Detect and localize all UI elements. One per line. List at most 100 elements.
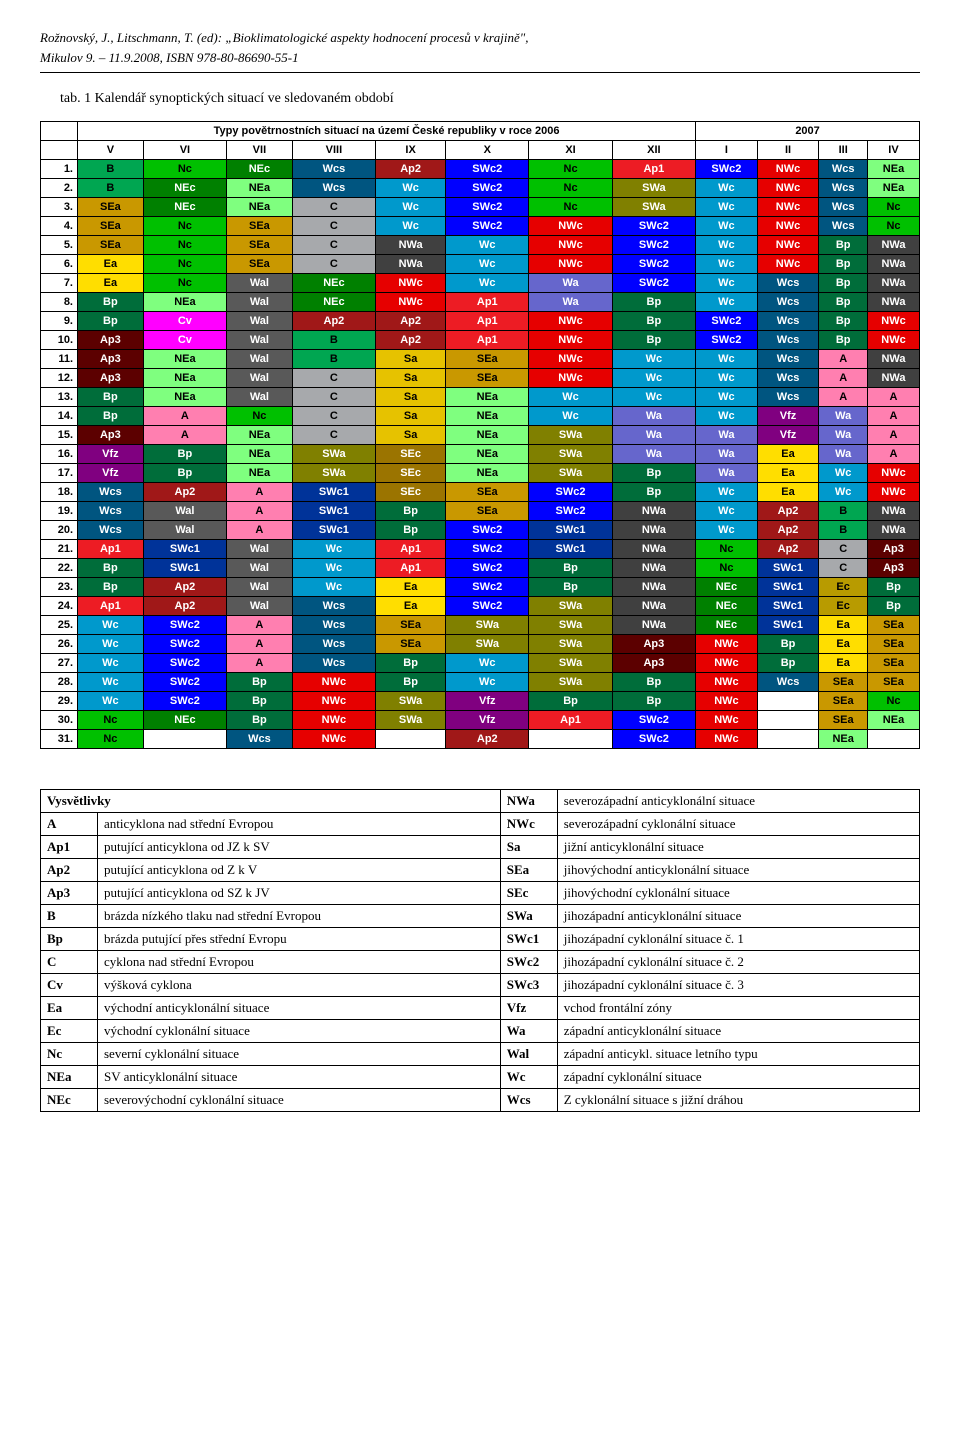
syn-cell: Vfz [757, 407, 819, 426]
syn-cell: Wc [446, 236, 529, 255]
syn-cell: B [78, 179, 144, 198]
syn-cell: SEa [868, 616, 920, 635]
syn-cell: SEc [376, 445, 446, 464]
syn-cell: Wa [696, 426, 758, 445]
syn-cell: SWc1 [757, 578, 819, 597]
syn-cell: Cv [143, 331, 226, 350]
syn-cell: Wa [819, 445, 868, 464]
syn-cell: SWa [612, 179, 695, 198]
reference-line-2: Mikulov 9. – 11.9.2008, ISBN 978-80-8669… [40, 50, 920, 66]
syn-cell: SEa [446, 350, 529, 369]
syn-cell: Wc [446, 654, 529, 673]
syn-cell: Wc [696, 483, 758, 502]
legend-desc: SV anticyklonální situace [98, 1066, 501, 1089]
syn-cell: Wcs [757, 274, 819, 293]
syn-cell: Ap1 [446, 331, 529, 350]
syn-cell: NEa [868, 160, 920, 179]
syn-cell [757, 692, 819, 711]
syn-cell: Wcs [757, 331, 819, 350]
syn-cell: C [292, 426, 375, 445]
syn-cell: SEc [376, 483, 446, 502]
syn-cell: A [227, 502, 293, 521]
syn-cell: SWa [529, 673, 612, 692]
syn-cell: SWc2 [529, 502, 612, 521]
row-number: 7. [41, 274, 78, 293]
syn-cell: Ap2 [143, 597, 226, 616]
syn-cell: SEa [446, 502, 529, 521]
syn-cell: Wcs [819, 198, 868, 217]
row-number: 5. [41, 236, 78, 255]
syn-cell: Wc [696, 236, 758, 255]
syn-cell: NWc [529, 369, 612, 388]
legend-desc: putující anticyklona od Z k V [98, 859, 501, 882]
row-number: 30. [41, 711, 78, 730]
syn-cell: Wc [612, 369, 695, 388]
syn-cell: Wcs [292, 616, 375, 635]
syn-cell: Bp [819, 274, 868, 293]
syn-cell: NEa [227, 445, 293, 464]
legend-table: Vysvětlivky NWa severozápadní anticyklon… [40, 789, 920, 1112]
syn-cell: SWc2 [446, 521, 529, 540]
syn-cell: SWc2 [612, 730, 695, 749]
syn-cell: Bp [819, 293, 868, 312]
syn-cell: C [292, 236, 375, 255]
syn-cell: Bp [819, 331, 868, 350]
syn-cell: Bp [612, 464, 695, 483]
syn-cell: SWc2 [612, 711, 695, 730]
syn-cell: SWc2 [446, 578, 529, 597]
legend-desc: jihozápadní cyklonální situace č. 2 [557, 951, 919, 974]
syn-cell: Bp [143, 464, 226, 483]
syn-cell: Bp [529, 692, 612, 711]
legend-code: SWc2 [500, 951, 557, 974]
month-header: IV [868, 141, 920, 160]
syn-cell: NEa [227, 464, 293, 483]
syn-cell: Ap1 [78, 597, 144, 616]
syn-cell: Bp [78, 293, 144, 312]
syn-cell: A [868, 407, 920, 426]
syn-cell: Wal [227, 540, 293, 559]
syn-cell: SWc1 [529, 521, 612, 540]
legend-code: Ap3 [41, 882, 98, 905]
row-number: 18. [41, 483, 78, 502]
legend-code: Vfz [500, 997, 557, 1020]
syn-cell: Wc [696, 369, 758, 388]
legend-code: Sa [500, 836, 557, 859]
syn-cell: A [227, 521, 293, 540]
legend-code: Wal [500, 1043, 557, 1066]
syn-cell: SWa [376, 711, 446, 730]
syn-cell: Ap3 [868, 559, 920, 578]
syn-cell: Wc [696, 198, 758, 217]
syn-cell: NEc [143, 711, 226, 730]
syn-cell: SWc2 [612, 217, 695, 236]
corner-cell [41, 122, 78, 141]
syn-cell: Ea [757, 483, 819, 502]
syn-cell [757, 730, 819, 749]
syn-cell: Wcs [78, 483, 144, 502]
row-number: 21. [41, 540, 78, 559]
syn-cell: Wc [292, 559, 375, 578]
month-header: VI [143, 141, 226, 160]
legend-code: Ea [41, 997, 98, 1020]
syn-cell: Bp [227, 692, 293, 711]
syn-cell: Bp [612, 483, 695, 502]
legend-code: SEc [500, 882, 557, 905]
legend-code: NWc [500, 813, 557, 836]
syn-cell: Wal [227, 369, 293, 388]
syn-cell: Sa [376, 388, 446, 407]
legend-desc: brázda nízkého tlaku nad střední Evropou [98, 905, 501, 928]
syn-cell: Nc [868, 692, 920, 711]
legend-code: Ap2 [41, 859, 98, 882]
syn-cell: Wc [376, 198, 446, 217]
title-left: Typy povětrnostních situací na území Čes… [78, 122, 696, 141]
syn-cell: Vfz [78, 464, 144, 483]
syn-cell: Wc [696, 274, 758, 293]
syn-cell: Nc [143, 274, 226, 293]
syn-cell: NWa [868, 521, 920, 540]
syn-cell: SWc2 [696, 312, 758, 331]
row-number: 23. [41, 578, 78, 597]
syn-cell: C [292, 217, 375, 236]
legend-desc: anticyklona nad střední Evropou [98, 813, 501, 836]
legend-code: Bp [41, 928, 98, 951]
syn-cell: NWc [696, 635, 758, 654]
row-number: 4. [41, 217, 78, 236]
